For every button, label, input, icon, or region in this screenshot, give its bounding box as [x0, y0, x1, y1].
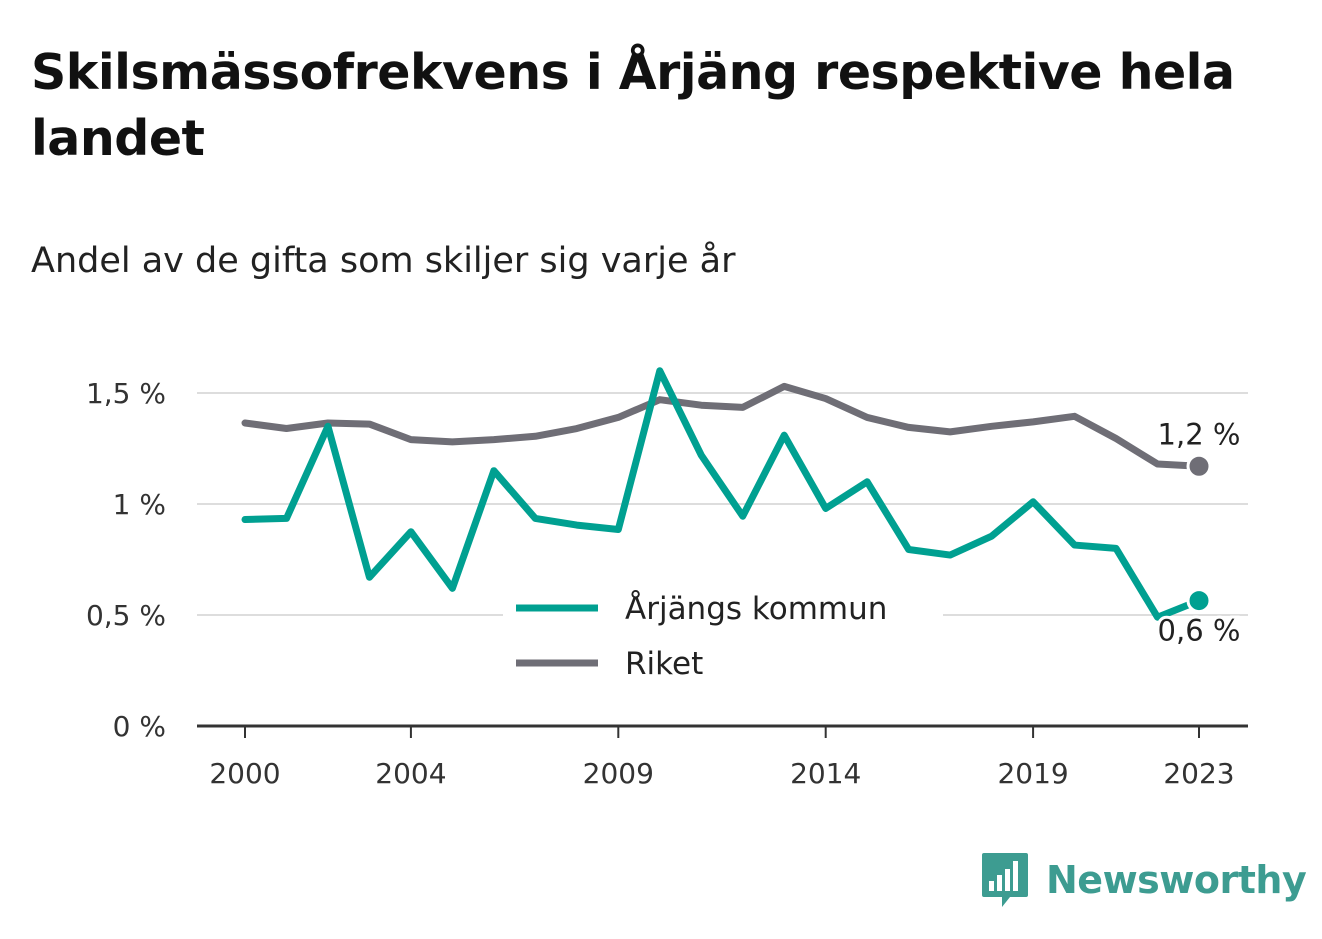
legend-label-riket: Riket: [625, 646, 703, 682]
end-point-arjang: [1186, 588, 1212, 614]
chart-title: Skilsmässofrekvens i Årjäng respektive h…: [31, 44, 1235, 167]
legend-label-arjang: Årjängs kommun: [625, 591, 887, 627]
series-line-riket: [241, 382, 1203, 470]
end-label-riket: 1,2 %: [1158, 417, 1241, 451]
newsworthy-logo-icon: [982, 853, 1028, 907]
end-point-riket: [1186, 453, 1212, 479]
y-tick-label: 1 %: [113, 488, 166, 521]
legend: Årjängs kommun Riket: [503, 578, 943, 698]
series: [241, 367, 1212, 621]
legend-background: [503, 578, 943, 698]
x-tick-label: 2004: [375, 757, 446, 790]
x-axis-ticks: 2000 2004 2009 2014 2019 2023: [209, 726, 1235, 790]
y-tick-label: 1,5 %: [86, 377, 166, 410]
chart-subtitle: Andel av de gifta som skiljer sig varje …: [31, 241, 736, 281]
x-tick-label: 2023: [1163, 757, 1234, 790]
y-tick-label: 0 %: [113, 710, 166, 743]
brand-name: Newsworthy: [1046, 858, 1307, 902]
y-axis-tick-labels: 0 % 0,5 % 1 % 1,5 %: [86, 377, 166, 743]
x-tick-label: 2014: [790, 757, 861, 790]
series-line-arjang: [241, 367, 1203, 621]
brand-logo: Newsworthy: [980, 850, 1307, 910]
x-tick-label: 2009: [583, 757, 654, 790]
x-tick-label: 2000: [209, 757, 280, 790]
y-tick-label: 0,5 %: [86, 599, 166, 632]
x-tick-label: 2019: [997, 757, 1068, 790]
end-label-arjang: 0,6 %: [1158, 614, 1241, 648]
